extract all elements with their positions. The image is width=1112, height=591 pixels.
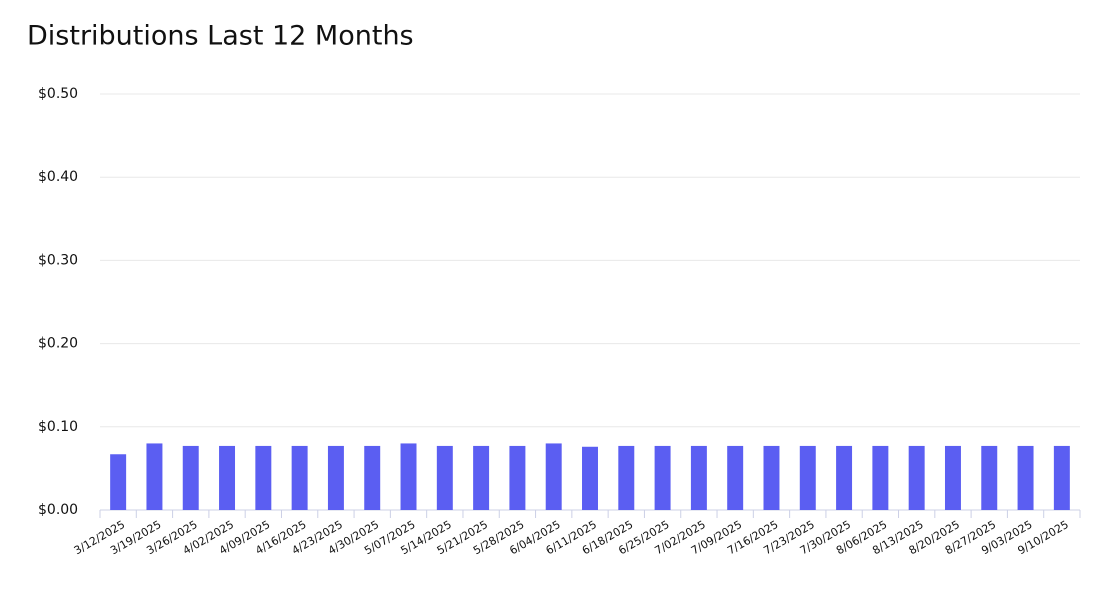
bar xyxy=(654,445,671,510)
bar xyxy=(400,443,417,510)
y-tick-label: $0.30 xyxy=(38,252,78,268)
bar xyxy=(944,445,961,510)
bar xyxy=(255,445,272,510)
bar xyxy=(110,454,127,510)
y-tick-label: $0.50 xyxy=(38,86,78,102)
bar xyxy=(1017,445,1034,510)
bar xyxy=(763,445,780,510)
bar xyxy=(473,445,490,510)
bar xyxy=(327,445,344,510)
bar xyxy=(836,445,853,510)
chart-title: Distributions Last 12 Months xyxy=(27,21,414,52)
bar xyxy=(291,445,308,510)
bar xyxy=(1053,445,1070,510)
y-tick-label: $0.10 xyxy=(38,419,78,435)
bar xyxy=(545,443,562,510)
bar xyxy=(727,445,744,510)
bar xyxy=(981,445,998,510)
bar xyxy=(509,445,526,510)
bar xyxy=(146,443,163,510)
bar xyxy=(182,445,199,510)
bar xyxy=(908,445,925,510)
bar xyxy=(872,445,889,510)
y-tick-label: $0.00 xyxy=(38,502,78,518)
y-tick-label: $0.40 xyxy=(38,169,78,185)
bar xyxy=(219,445,236,510)
bar xyxy=(436,445,453,510)
bar xyxy=(799,445,816,510)
y-tick-label: $0.20 xyxy=(38,336,78,352)
bar xyxy=(690,445,707,510)
bar xyxy=(618,445,635,510)
bar xyxy=(582,446,598,510)
bar xyxy=(364,445,381,510)
